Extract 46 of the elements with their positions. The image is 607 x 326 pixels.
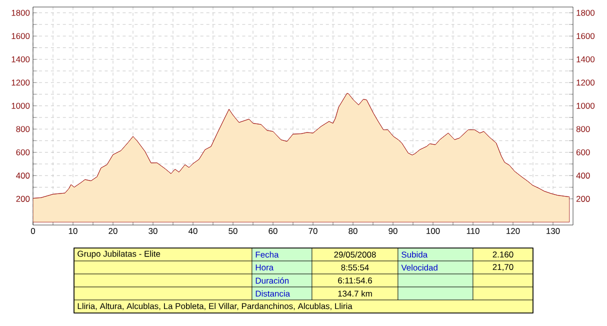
x-tick-label: 60 [268,228,278,234]
y-tick-label: 1800 [576,10,595,16]
x-tick-label: 90 [388,228,398,234]
text: Lliria, Altura, Alcublas, La Pobleta, El Villar, Pardanchinos, Alcublas, Lliria [78,302,352,310]
y2-tick-label: 1800 [12,10,30,16]
x-tick-label: 120 [506,228,520,234]
text: 2.160 [492,252,514,258]
y-tick-label: 800 [576,126,590,132]
text: Distancia [256,290,290,297]
y-tick-label: 200 [576,196,590,202]
y2-tick-label: 400 [16,172,30,179]
y2-tick-label: 1600 [12,33,30,40]
x-tick-label: 70 [308,228,318,234]
y-tick-label: 600 [576,149,590,156]
text: 21,70 [492,264,514,271]
text: Hora [256,264,274,270]
x-tick-label: 20 [108,228,118,234]
x-tick-label: 100 [426,228,440,234]
y2-tick-label: 1400 [12,56,30,62]
x-tick-label: 10 [68,228,78,234]
x-tick-label: 110 [466,228,480,234]
text: 8:55:54 [341,264,369,270]
text: Duración [256,277,289,284]
y2-tick-label: 1200 [12,80,30,86]
y-tick-label: 1600 [576,33,595,40]
y-tick-label: 1000 [576,102,595,109]
text: 6:11:54.6 [338,278,372,284]
y2-tick-label: 200 [16,196,30,202]
x-tick-label: 0 [30,228,36,234]
x-tick-label: 30 [148,228,158,234]
text: Grupo Jubilatas - Elite [78,250,160,258]
text: 134.7 km [338,290,372,297]
text: 29/05/2008 [334,251,376,258]
y-tick-label: 1400 [576,56,595,62]
text: Velocidad [401,264,438,271]
x-tick-label: 40 [188,228,198,234]
x-tick-label: 130 [546,228,560,234]
y2-tick-label: 1000 [12,102,30,109]
y-tick-label: 400 [576,172,590,179]
y2-tick-label: 600 [16,149,30,156]
y-tick-label: 1200 [576,80,595,86]
x-tick-label: 50 [228,228,238,234]
text: Subida [402,251,428,258]
y2-tick-label: 800 [16,126,30,132]
text: Fecha [256,251,279,258]
x-tick-label: 80 [348,228,358,234]
